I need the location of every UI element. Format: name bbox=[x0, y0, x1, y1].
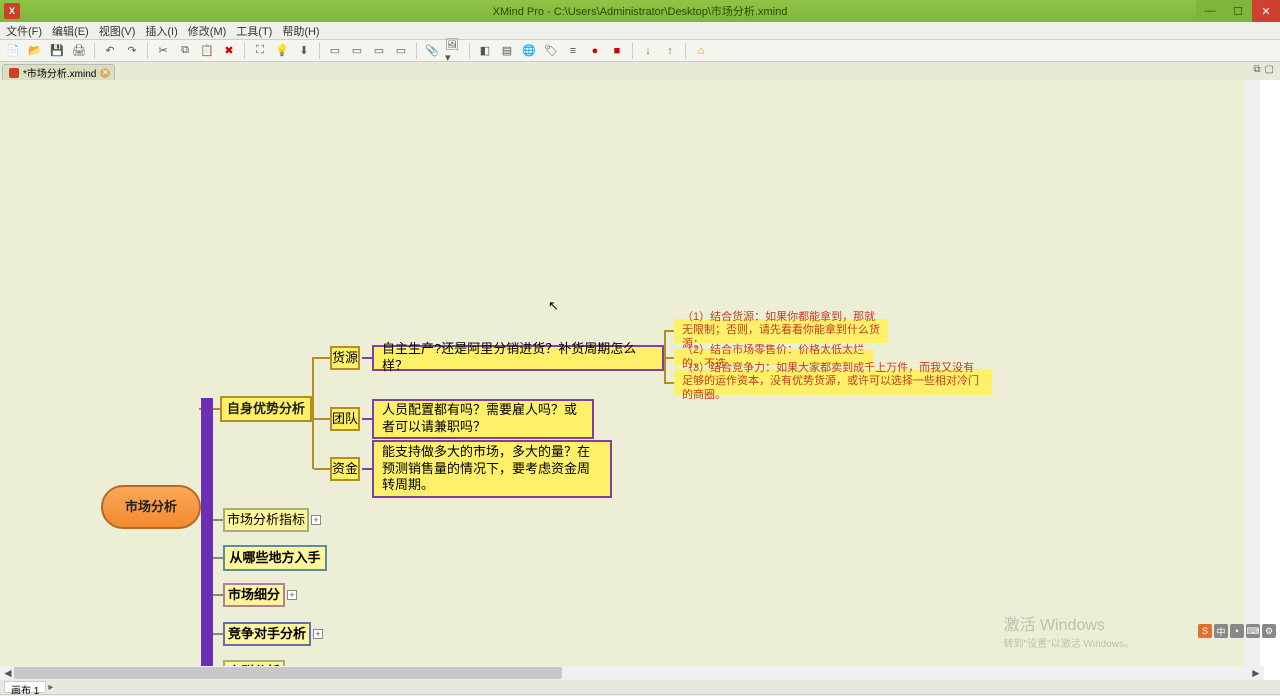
leaf-fund-q[interactable]: 能支持做多大的市场，多大的量？在预测销售量的情况下，要考虑资金周转周期。 bbox=[372, 440, 612, 498]
sub-team[interactable]: 团队 bbox=[330, 407, 360, 431]
mindmap-canvas[interactable]: 市场分析 自身优势分析 市场分析指标 + 从哪些地方入手 市场细分 + 竞争对手… bbox=[0, 80, 1260, 666]
note-1[interactable]: （1）结合货源：如果你都能拿到，那就无限制；否则，请先看看你能拿到什么货源； bbox=[674, 319, 888, 343]
ime-punct-icon[interactable]: • bbox=[1230, 624, 1244, 638]
tab-dirty-icon: ✕ bbox=[100, 68, 110, 78]
v-scroll-thumb[interactable] bbox=[1246, 84, 1258, 210]
marker-icon[interactable]: ◧ bbox=[476, 42, 494, 60]
expand-icon[interactable]: + bbox=[311, 515, 321, 525]
redo-icon[interactable]: ↷ bbox=[123, 42, 141, 60]
ime-kbd-icon[interactable]: ⌨ bbox=[1246, 624, 1260, 638]
minimize-button[interactable]: — bbox=[1196, 0, 1224, 22]
branch-competitor[interactable]: 竞争对手分析 bbox=[223, 622, 311, 646]
new-icon[interactable]: 📄 bbox=[4, 42, 22, 60]
menu-bar: 文件(F) 编辑(E) 视图(V) 插入(I) 修改(M) 工具(T) 帮助(H… bbox=[0, 22, 1280, 40]
bulb-icon[interactable]: 💡 bbox=[273, 42, 291, 60]
up-icon[interactable]: ↑ bbox=[661, 42, 679, 60]
add-sheet-icon[interactable]: ▸ bbox=[48, 682, 58, 693]
stop-icon[interactable]: ■ bbox=[608, 42, 626, 60]
vertical-scrollbar[interactable] bbox=[1244, 80, 1260, 666]
toolbar: 📄 📂 💾 🖨 ↶ ↷ ✂ ⧉ 📋 ✖ ⛶ 💡 ⬇ ▭ ▭ ▭ ▭ 📎 🖼▾ ◧… bbox=[0, 40, 1280, 62]
menu-edit[interactable]: 编辑(E) bbox=[52, 23, 89, 39]
save-icon[interactable]: 💾 bbox=[48, 42, 66, 60]
delete-icon[interactable]: ✖ bbox=[220, 42, 238, 60]
sheet-tab[interactable]: 画布 1 bbox=[4, 681, 46, 693]
float-icon[interactable]: ▭ bbox=[370, 42, 388, 60]
xmind-doc-icon bbox=[9, 68, 19, 78]
sub-fund[interactable]: 资金 bbox=[330, 457, 360, 481]
web-icon[interactable]: 🌐 bbox=[520, 42, 538, 60]
menu-file[interactable]: 文件(F) bbox=[6, 23, 42, 39]
app-icon: X bbox=[4, 3, 20, 19]
subnode-icon[interactable]: ▭ bbox=[348, 42, 366, 60]
title-bar: X XMind Pro - C:\Users\Administrator\Des… bbox=[0, 0, 1280, 22]
branch-where-start[interactable]: 从哪些地方入手 bbox=[223, 545, 327, 571]
root-topic[interactable]: 市场分析 bbox=[101, 485, 201, 529]
branch-market-indicator[interactable]: 市场分析指标 bbox=[223, 508, 309, 532]
print-icon[interactable]: 🖨 bbox=[70, 42, 88, 60]
menu-view[interactable]: 视图(V) bbox=[99, 23, 136, 39]
close-button[interactable]: ✕ bbox=[1252, 0, 1280, 22]
ime-toolbar[interactable]: S 中 • ⌨ ⚙ bbox=[1198, 624, 1276, 638]
ime-cn-icon[interactable]: 中 bbox=[1214, 624, 1228, 638]
h-scroll-thumb[interactable] bbox=[14, 667, 562, 679]
menu-help[interactable]: 帮助(H) bbox=[282, 23, 319, 39]
node-icon[interactable]: ▭ bbox=[326, 42, 344, 60]
image-icon[interactable]: 🖼▾ bbox=[445, 42, 463, 60]
note-3[interactable]: （3）结合竞争力：如果大家都卖到成千上万件，而我又没有足够的运作资本，没有优势货… bbox=[674, 369, 992, 395]
max-pane-icon[interactable]: ▢ bbox=[1265, 64, 1274, 75]
home-icon[interactable]: ⌂ bbox=[692, 42, 710, 60]
scroll-left-icon[interactable]: ◄ bbox=[2, 667, 14, 679]
chart-icon[interactable]: ≡ bbox=[564, 42, 582, 60]
file-tab[interactable]: *市场分析.xmind ✕ bbox=[2, 64, 115, 80]
boundary-icon[interactable]: ▭ bbox=[392, 42, 410, 60]
note-icon[interactable]: ▤ bbox=[498, 42, 516, 60]
copy-icon[interactable]: ⧉ bbox=[176, 42, 194, 60]
branch-market-segment[interactable]: 市场细分 bbox=[223, 583, 285, 607]
window-title: XMind Pro - C:\Users\Administrator\Deskt… bbox=[493, 3, 788, 19]
ime-set-icon[interactable]: ⚙ bbox=[1262, 624, 1276, 638]
leaf-team-q[interactable]: 人员配置都有吗？需要雇人吗？或者可以请兼职吗？ bbox=[372, 399, 594, 439]
sheet-bar: 画布 1 ▸ bbox=[0, 680, 1280, 694]
drilldown-icon[interactable]: ⬇ bbox=[295, 42, 313, 60]
ime-s-icon[interactable]: S bbox=[1198, 624, 1212, 638]
leaf-supply-q[interactable]: 自主生产?还是阿里分销进货？补货周期怎么样？ bbox=[372, 345, 664, 371]
horizontal-scrollbar[interactable]: ◄ ► bbox=[0, 666, 1264, 680]
restore-panes-icon[interactable]: ⧉ bbox=[1253, 64, 1260, 75]
record-icon[interactable]: ● bbox=[586, 42, 604, 60]
down-icon[interactable]: ↓ bbox=[639, 42, 657, 60]
fit-icon[interactable]: ⛶ bbox=[251, 42, 269, 60]
expand-icon[interactable]: + bbox=[287, 590, 297, 600]
expand-icon[interactable]: + bbox=[313, 629, 323, 639]
attach-icon[interactable]: 📎 bbox=[423, 42, 441, 60]
sub-supply[interactable]: 货源 bbox=[330, 346, 360, 370]
cut-icon[interactable]: ✂ bbox=[154, 42, 172, 60]
paste-icon[interactable]: 📋 bbox=[198, 42, 216, 60]
document-tabs: *市场分析.xmind ✕ ⧉ ▢ bbox=[0, 62, 1280, 80]
windows-watermark: 激活 Windows 转到"设置"以激活 Windows。 bbox=[1004, 611, 1134, 650]
scroll-right-icon[interactable]: ► bbox=[1250, 667, 1262, 679]
branch-spine bbox=[201, 398, 213, 666]
menu-insert[interactable]: 插入(I) bbox=[145, 23, 177, 39]
open-icon[interactable]: 📂 bbox=[26, 42, 44, 60]
undo-icon[interactable]: ↶ bbox=[101, 42, 119, 60]
cursor-icon: ↖ bbox=[548, 298, 559, 314]
maximize-button[interactable]: ☐ bbox=[1224, 0, 1252, 22]
menu-tools[interactable]: 工具(T) bbox=[236, 23, 272, 39]
branch-self-advantage[interactable]: 自身优势分析 bbox=[220, 396, 312, 422]
menu-modify[interactable]: 修改(M) bbox=[188, 23, 227, 39]
label-icon[interactable]: 🏷 bbox=[542, 42, 560, 60]
tab-label: *市场分析.xmind bbox=[23, 65, 96, 80]
